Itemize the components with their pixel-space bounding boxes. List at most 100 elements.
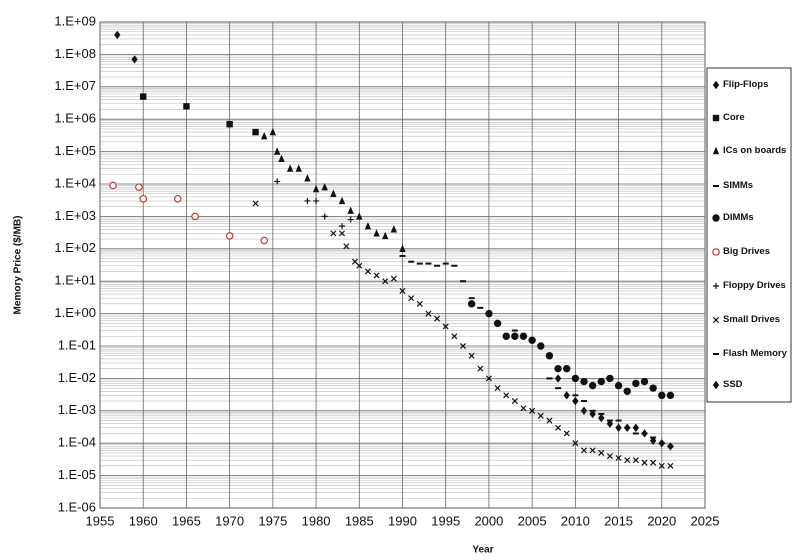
point [623, 387, 631, 395]
point [339, 223, 345, 230]
point [520, 405, 527, 412]
point [373, 229, 380, 237]
x-tick-label: 1955 [86, 513, 115, 528]
point [442, 323, 449, 330]
x-tick-label: 2015 [604, 513, 633, 528]
x-tick-label: 1980 [302, 513, 331, 528]
point [131, 55, 138, 64]
legend-marker [712, 114, 720, 122]
point [650, 459, 657, 466]
point [347, 216, 354, 223]
point [502, 332, 510, 340]
point [597, 377, 605, 386]
y-tick-label: 1.E+08 [54, 46, 96, 61]
point [274, 178, 281, 185]
x-axis-label: Year [472, 545, 493, 556]
point [529, 407, 536, 414]
y-axis-label: Memory Price ($/MB) [13, 216, 24, 315]
point [312, 184, 320, 193]
point [459, 342, 467, 350]
y-tick-label: 1.E+04 [54, 175, 96, 190]
point [304, 197, 311, 204]
x-tick-label: 2025 [691, 513, 720, 528]
point [485, 375, 492, 382]
point [252, 128, 259, 136]
legend-marker [712, 146, 720, 155]
point [278, 154, 285, 162]
point [580, 377, 588, 386]
point [390, 225, 398, 233]
point [493, 319, 502, 328]
point [640, 377, 649, 386]
x-tick-label: 1985 [345, 513, 374, 528]
point [109, 181, 117, 190]
point [641, 429, 648, 438]
point [225, 232, 234, 240]
point [494, 385, 501, 392]
legend-marker [712, 380, 720, 390]
y-tick-label: 1.E-01 [58, 337, 96, 352]
point [114, 30, 121, 40]
point [451, 333, 458, 340]
point [615, 454, 622, 461]
legend-label: ICs on boards [723, 145, 787, 156]
point [563, 430, 570, 437]
y-tick-label: 1.E-04 [58, 435, 96, 450]
point [571, 374, 580, 383]
x-tick-label: 1970 [215, 513, 244, 528]
point [555, 424, 562, 431]
y-tick-label: 1.E-03 [58, 402, 96, 417]
point [330, 189, 337, 197]
point [649, 384, 657, 392]
point [554, 364, 562, 373]
series [109, 181, 269, 245]
point [667, 462, 674, 469]
legend-box [706, 67, 792, 403]
point [572, 440, 579, 447]
y-tick-label: 1.E+06 [54, 111, 96, 126]
legend-label: DIMMs [723, 212, 754, 223]
point [632, 379, 640, 388]
series [261, 127, 406, 252]
point [588, 381, 597, 390]
legend-label: Core [723, 112, 745, 123]
point [614, 381, 623, 390]
legend-label: SSD [723, 379, 743, 390]
point [408, 295, 415, 302]
point [580, 406, 588, 415]
point [330, 230, 337, 237]
point [563, 391, 570, 400]
point [295, 164, 302, 172]
point [356, 262, 363, 269]
point [364, 268, 371, 275]
y-tick-label: 1.E+02 [54, 240, 96, 255]
point [269, 127, 277, 136]
legend-marker [712, 214, 720, 222]
point [477, 365, 484, 372]
y-tick-label: 1.E-02 [58, 370, 96, 385]
point [304, 174, 311, 182]
point [347, 206, 354, 214]
point [467, 300, 476, 308]
point [641, 459, 648, 466]
x-tick-label: 2005 [518, 513, 547, 528]
legend-marker [712, 316, 720, 324]
x-tick-label: 1995 [431, 513, 460, 528]
legend-marker [712, 80, 720, 90]
point [519, 332, 528, 340]
point [511, 332, 519, 340]
x-tick-label: 2020 [647, 513, 676, 528]
x-tick-label: 1990 [388, 513, 417, 528]
point [139, 194, 148, 203]
point [606, 374, 614, 383]
point [273, 147, 281, 155]
point [580, 447, 588, 454]
y-tick-label: 1.E+07 [54, 78, 96, 93]
point [598, 413, 605, 423]
point [173, 194, 182, 203]
y-tick-label: 1.E+00 [54, 305, 96, 320]
point [373, 272, 380, 279]
y-tick-label: 1.E+05 [54, 143, 96, 158]
